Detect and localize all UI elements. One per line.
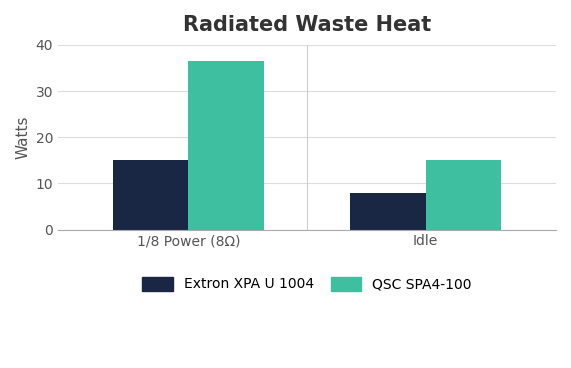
Bar <box>112 160 188 230</box>
Y-axis label: Watts: Watts <box>15 116 30 159</box>
Bar <box>425 160 501 230</box>
Title: Radiated Waste Heat: Radiated Waste Heat <box>183 15 431 35</box>
Bar <box>188 61 264 230</box>
Bar <box>349 192 425 230</box>
Legend: Extron XPA U 1004, QSC SPA4-100: Extron XPA U 1004, QSC SPA4-100 <box>135 270 478 298</box>
